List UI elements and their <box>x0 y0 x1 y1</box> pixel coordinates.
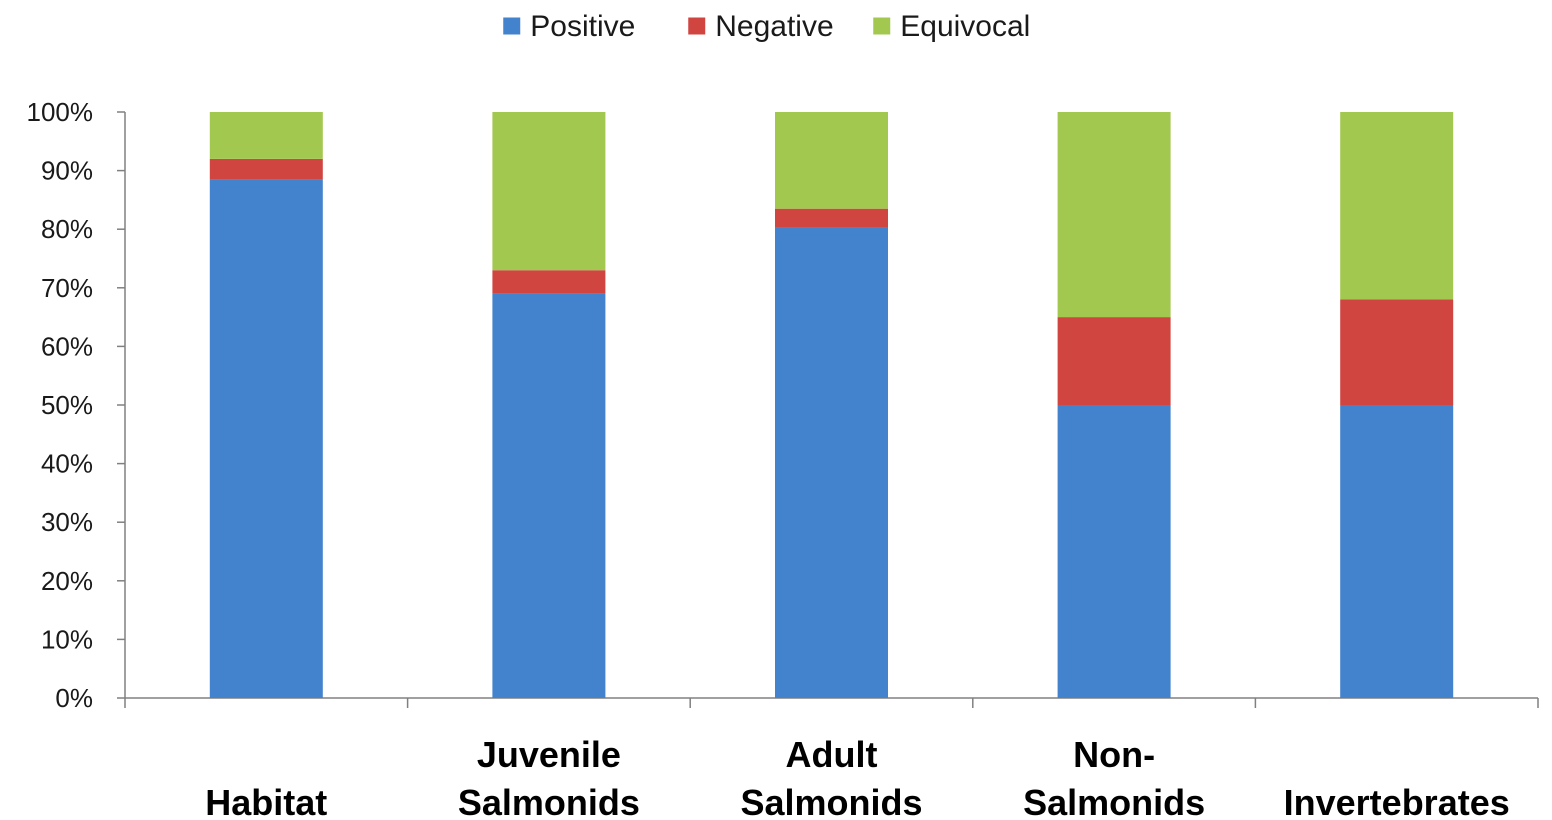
bar-negative <box>1340 299 1454 405</box>
y-tick-label: 0% <box>55 683 93 713</box>
y-tick-label: 70% <box>41 273 93 303</box>
y-tick-label: 40% <box>41 449 93 479</box>
legend-swatch-equivocal <box>873 17 891 35</box>
bar-equivocal <box>1057 112 1171 318</box>
y-tick-label: 30% <box>41 507 93 537</box>
y-axis: 0% 10% 20% 30% 40% 50% 60% 70% 80% 90% 100% <box>27 97 126 713</box>
x-category-label: Salmonids <box>458 782 640 820</box>
y-tick-label: 10% <box>41 624 93 654</box>
y-tick-label: 60% <box>41 331 93 361</box>
bar-equivocal <box>492 112 606 271</box>
x-category-label: Habitat <box>205 782 327 820</box>
legend-label-negative: Negative <box>715 10 833 43</box>
legend-swatch-positive <box>503 17 521 35</box>
y-tick-label: 100% <box>27 97 94 127</box>
x-category-label: Juvenile <box>477 734 621 775</box>
bar-equivocal <box>775 112 888 209</box>
y-tick-label: 80% <box>41 214 93 244</box>
bar-positive <box>209 179 323 698</box>
y-tick-label: 20% <box>41 566 93 596</box>
legend-swatch-negative <box>688 17 706 35</box>
bar-negative <box>775 208 888 228</box>
bar-positive <box>775 227 888 698</box>
x-axis: Habitat Juvenile Salmonids Adult Salmonids No… <box>124 697 1539 820</box>
x-category-label: Salmonids <box>1023 782 1205 820</box>
y-tick-label: 90% <box>41 156 93 186</box>
bar-equivocal <box>1340 112 1454 300</box>
x-category-label: Non- <box>1073 734 1155 775</box>
legend: Positive Negative Equivocal <box>503 10 1030 43</box>
bar-positive <box>1057 405 1171 698</box>
bar-equivocal <box>209 112 323 159</box>
bar-negative <box>492 270 606 294</box>
legend-label-positive: Positive <box>530 10 635 43</box>
y-tick-label: 50% <box>41 390 93 420</box>
legend-label-equivocal: Equivocal <box>900 10 1030 43</box>
bar-negative <box>1057 317 1171 405</box>
bar-negative <box>209 158 323 180</box>
bar-positive <box>1340 405 1454 698</box>
x-category-label: Salmonids <box>740 782 922 820</box>
bar-positive <box>492 293 606 698</box>
bars <box>209 112 1454 698</box>
x-category-label: Adult <box>786 734 878 775</box>
x-category-label: Invertebrates <box>1284 782 1510 820</box>
